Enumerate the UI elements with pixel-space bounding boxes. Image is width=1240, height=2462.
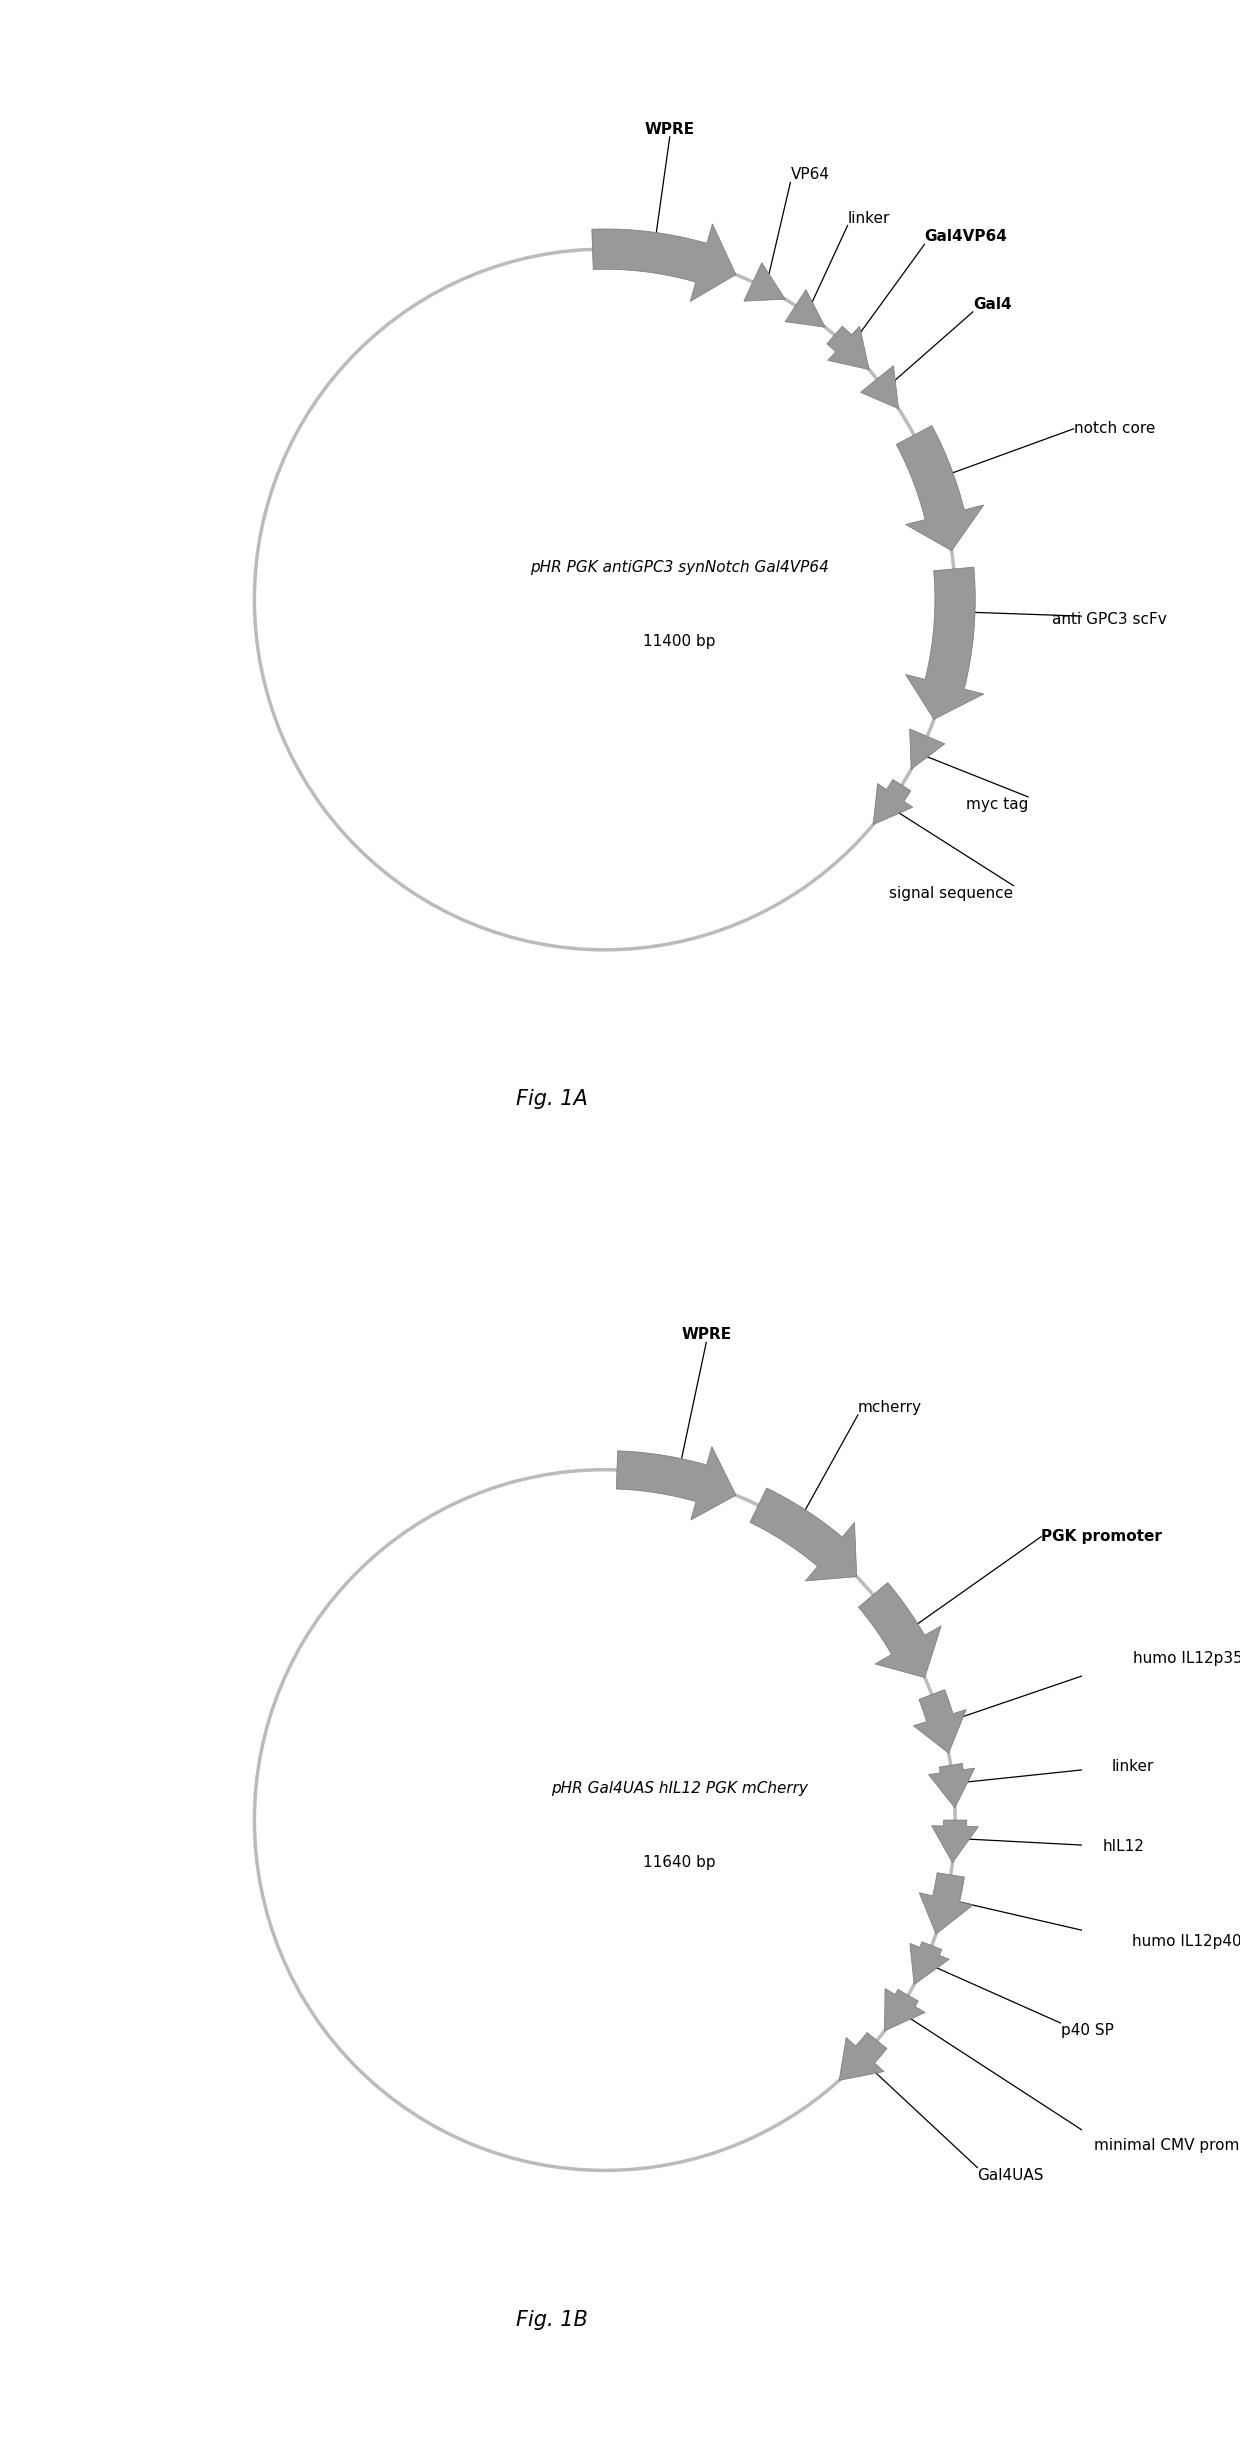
Text: signal sequence: signal sequence bbox=[889, 886, 1013, 901]
Polygon shape bbox=[839, 2034, 887, 2080]
Text: 11640 bp: 11640 bp bbox=[642, 1854, 715, 1871]
Text: pHR PGK antiGPC3 synNotch Gal4VP64: pHR PGK antiGPC3 synNotch Gal4VP64 bbox=[529, 561, 828, 576]
Text: WPRE: WPRE bbox=[681, 1327, 732, 1342]
Polygon shape bbox=[616, 1448, 737, 1519]
Text: pHR Gal4UAS hIL12 PGK mCherry: pHR Gal4UAS hIL12 PGK mCherry bbox=[551, 1780, 807, 1795]
Text: mcherry: mcherry bbox=[858, 1401, 921, 1416]
Polygon shape bbox=[858, 1583, 941, 1677]
Text: Gal4UAS: Gal4UAS bbox=[977, 2167, 1044, 2184]
Text: Fig. 1A: Fig. 1A bbox=[516, 1088, 588, 1108]
Polygon shape bbox=[591, 224, 737, 300]
Text: WPRE: WPRE bbox=[645, 123, 694, 138]
Polygon shape bbox=[929, 1763, 975, 1807]
Text: anti GPC3 scFv: anti GPC3 scFv bbox=[1053, 611, 1167, 628]
Polygon shape bbox=[873, 780, 913, 825]
Text: humo IL12p40: humo IL12p40 bbox=[1132, 1935, 1240, 1950]
Polygon shape bbox=[931, 1819, 978, 1864]
Polygon shape bbox=[919, 1874, 973, 1935]
Text: p40 SP: p40 SP bbox=[1060, 2024, 1114, 2039]
Polygon shape bbox=[905, 566, 983, 719]
Polygon shape bbox=[827, 325, 869, 369]
Text: Fig. 1B: Fig. 1B bbox=[516, 2309, 588, 2329]
Polygon shape bbox=[884, 1989, 925, 2031]
Text: linker: linker bbox=[1111, 1760, 1154, 1775]
Polygon shape bbox=[785, 291, 825, 327]
Text: linker: linker bbox=[848, 212, 890, 227]
Text: PGK promoter: PGK promoter bbox=[1042, 1529, 1162, 1544]
Text: Gal4VP64: Gal4VP64 bbox=[924, 229, 1007, 244]
Polygon shape bbox=[750, 1487, 857, 1581]
Text: hIL12: hIL12 bbox=[1104, 1839, 1145, 1854]
Polygon shape bbox=[910, 1943, 950, 1984]
Text: minimal CMV promoter: minimal CMV promoter bbox=[1095, 2137, 1240, 2154]
Text: myc tag: myc tag bbox=[966, 798, 1028, 812]
Polygon shape bbox=[910, 729, 945, 768]
Text: notch core: notch core bbox=[1074, 421, 1154, 436]
Polygon shape bbox=[897, 426, 983, 551]
Text: humo IL12p35: humo IL12p35 bbox=[1132, 1652, 1240, 1667]
Text: 11400 bp: 11400 bp bbox=[642, 635, 715, 650]
Polygon shape bbox=[861, 367, 899, 409]
Polygon shape bbox=[914, 1689, 966, 1753]
Polygon shape bbox=[744, 263, 785, 300]
Text: Gal4: Gal4 bbox=[973, 298, 1012, 313]
Text: VP64: VP64 bbox=[790, 167, 830, 182]
